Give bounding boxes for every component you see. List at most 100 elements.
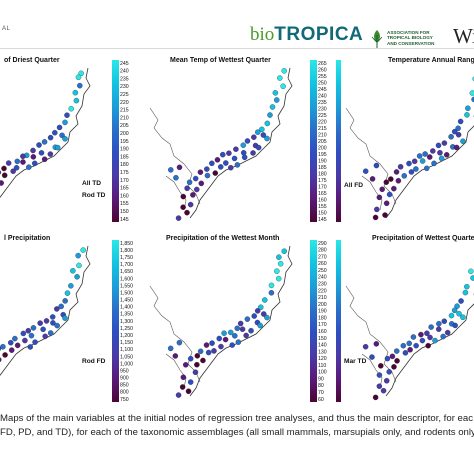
colorbar-tick-label: 220	[318, 119, 327, 125]
colorbar-tick-label: 950	[120, 368, 129, 374]
colorbar-tick-label: 145	[120, 217, 129, 223]
map-point	[0, 357, 2, 363]
colorbar-tick-label: 190	[120, 147, 129, 153]
map-point	[440, 333, 446, 340]
colorbar-tick-label: 185	[318, 165, 327, 171]
map-point	[240, 150, 247, 156]
map-point	[372, 214, 379, 221]
colorbar-tick-label: 225	[120, 92, 129, 98]
panel-title: Precipitation of the Wettest Month	[166, 235, 279, 242]
map-point	[400, 342, 407, 349]
colorbar-tick-label: 195	[120, 139, 129, 145]
panel-svg: 2652602552502452402352302252202152102052…	[149, 57, 327, 223]
map-point	[431, 160, 437, 167]
header-divider	[0, 48, 474, 49]
map-point	[0, 346, 2, 351]
map-shape	[345, 268, 474, 401]
map-point	[27, 344, 34, 350]
map-panel-precipitation-wettest-quarter: Precipitation of Wettest Quarte Mar TD	[336, 232, 474, 408]
colorbar-tick-label: 1,600	[120, 276, 133, 282]
map-point	[43, 318, 50, 324]
map-point	[47, 134, 54, 141]
map-point	[457, 118, 464, 125]
map-point	[52, 129, 58, 136]
map-point	[0, 170, 2, 175]
map-point	[425, 342, 431, 349]
map-point	[402, 350, 409, 356]
map-point	[62, 136, 68, 142]
map-point	[273, 97, 280, 103]
colorbar-tick-label: 80	[318, 383, 324, 389]
map-point	[248, 327, 254, 334]
map-point	[80, 247, 86, 253]
map-shape	[149, 67, 293, 221]
colorbar-tick-label: 280	[318, 248, 327, 254]
map-point	[269, 104, 276, 110]
colorbar-tick-label: 180	[318, 171, 327, 177]
map-point	[203, 342, 210, 348]
map-point	[435, 326, 442, 332]
map-point	[197, 169, 204, 175]
map-point	[462, 289, 469, 296]
map-point	[386, 369, 392, 375]
map-point	[239, 326, 246, 332]
colorbar-tick-label: 1,850	[120, 241, 133, 247]
map-point	[469, 90, 474, 96]
map-point	[408, 169, 415, 175]
map-point	[204, 172, 211, 179]
colorbar-tick-label: 900	[120, 376, 129, 382]
map-point	[455, 125, 461, 132]
colorbar-tick-label: 205	[120, 123, 129, 129]
map-point	[419, 158, 426, 164]
publisher-logo: Wi	[453, 24, 474, 48]
colorbar-tick-label: 240	[318, 93, 327, 99]
map-point	[255, 144, 262, 151]
map-point	[30, 154, 37, 160]
map-point	[444, 329, 451, 336]
map-point	[264, 120, 271, 127]
map-point	[419, 337, 426, 344]
colorbar-tick-label: 750	[120, 397, 129, 403]
map-point	[64, 112, 70, 118]
colorbar-tick-label: 290	[318, 241, 327, 247]
map-point	[240, 142, 247, 148]
map-point	[1, 165, 7, 172]
colorbar-tick-label: 170	[318, 322, 327, 328]
map-point	[432, 337, 438, 344]
map-point	[394, 358, 400, 364]
map-point	[0, 180, 4, 186]
panel-title: of Driest Quarter	[4, 57, 60, 64]
map-point	[5, 160, 12, 166]
map-point	[194, 353, 201, 359]
map-point	[264, 135, 270, 142]
colorbar-tick-label: 235	[120, 76, 129, 82]
colorbar-tick-label: 190	[318, 309, 327, 315]
map-point	[369, 176, 376, 182]
map-point	[182, 362, 189, 368]
association-text: ASSOCIATION FOR TROPICAL BIOLOGY AND CON…	[387, 30, 457, 46]
map-point	[406, 340, 412, 347]
colorbar-tick-label: 200	[318, 145, 327, 151]
colorbar-tick-label: 160	[318, 329, 327, 335]
colorbar-tick-label: 230	[318, 281, 327, 287]
map-point	[197, 348, 204, 355]
colorbar-tick-label: 175	[120, 170, 129, 176]
map-point	[184, 209, 190, 216]
map-point	[380, 387, 387, 394]
journal-tag: AL	[2, 26, 11, 32]
colorbar-tick-label: 1,150	[120, 340, 133, 346]
map-point	[471, 96, 474, 103]
map-point	[28, 332, 35, 339]
map-point	[192, 175, 199, 182]
map-point	[234, 162, 241, 168]
colorbar-tick-label: 160	[120, 193, 129, 199]
colorbar-tick-label: 1,350	[120, 312, 133, 318]
map-shape	[0, 67, 91, 198]
map-point	[418, 331, 424, 338]
map-point	[22, 337, 28, 344]
colorbar-tick-label: 165	[120, 186, 129, 192]
colorbar-tick-label: 210	[120, 115, 129, 121]
colorbar-tick-label: 155	[120, 201, 129, 207]
map-point	[427, 334, 433, 341]
